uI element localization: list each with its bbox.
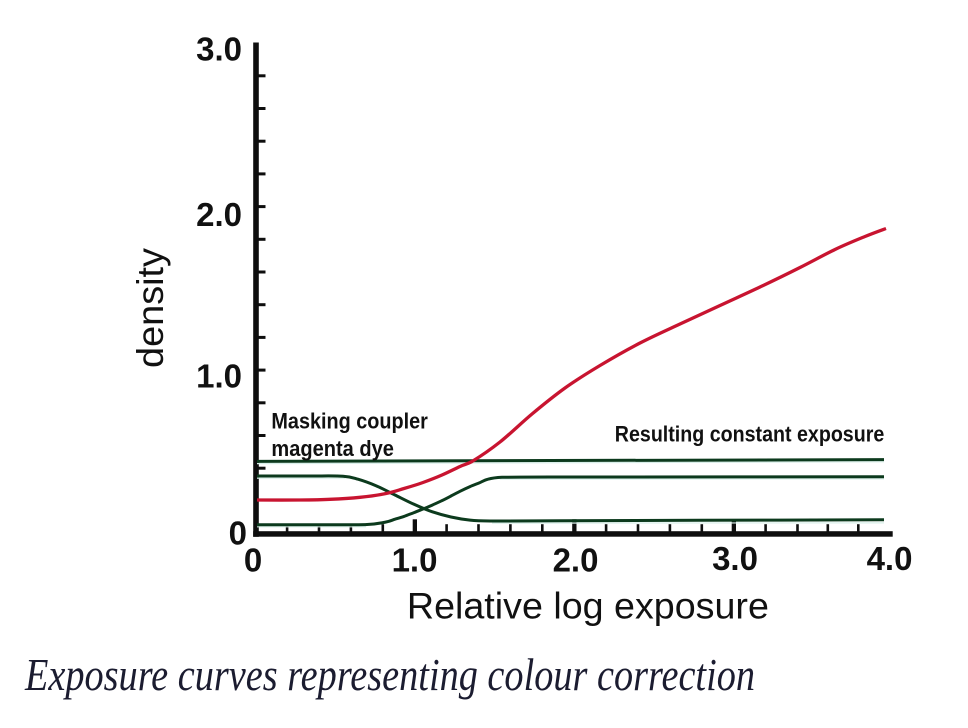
svg-text:density: density	[130, 247, 171, 368]
svg-text:1.0: 1.0	[392, 542, 438, 579]
svg-text:1.0: 1.0	[196, 358, 242, 395]
svg-text:Resulting constant exposure: Resulting constant exposure	[615, 421, 885, 446]
svg-text:4.0: 4.0	[867, 540, 913, 577]
svg-text:3.0: 3.0	[712, 540, 758, 577]
svg-text:0: 0	[229, 515, 247, 552]
svg-text:2.0: 2.0	[553, 542, 599, 579]
svg-text:Exposure curves representing c: Exposure curves representing colour corr…	[24, 649, 755, 700]
svg-text:magenta dye: magenta dye	[271, 436, 394, 461]
svg-text:Relative log exposure: Relative log exposure	[407, 585, 769, 626]
svg-text:Masking coupler: Masking coupler	[271, 409, 428, 434]
svg-text:3.0: 3.0	[196, 31, 242, 68]
svg-text:2.0: 2.0	[196, 196, 242, 233]
svg-text:0: 0	[244, 542, 262, 579]
